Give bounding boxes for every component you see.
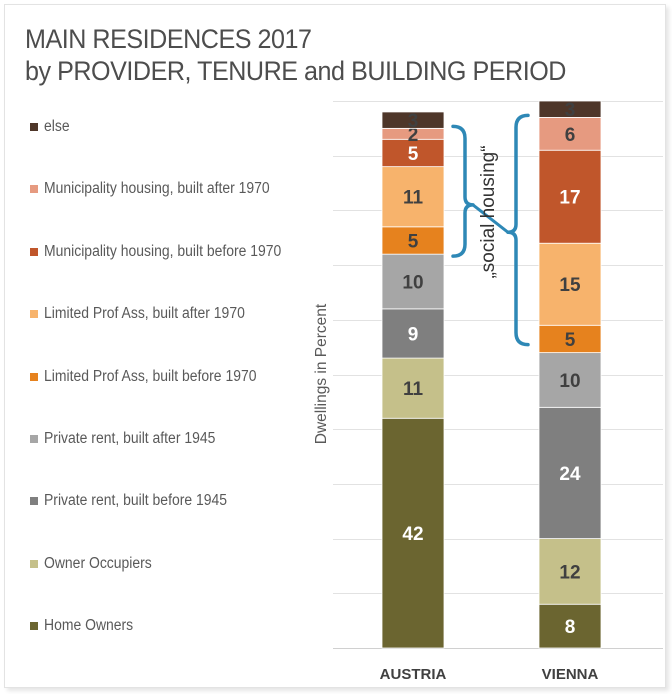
legend-swatch: [30, 372, 38, 381]
legend-label: Limited Prof Ass, built before 1970: [44, 367, 257, 385]
data-label: 10: [559, 371, 580, 392]
bar-segment-vienna-limited-prof-ass-built-before-1970: [538, 324, 602, 354]
bar-segment-austria-private-rent-built-before-1945: [381, 308, 445, 359]
legend-item: Private rent, built before 1945: [30, 492, 247, 510]
data-label: 11: [403, 188, 424, 209]
bar-segment-vienna-limited-prof-ass-built-after-1970: [538, 242, 602, 326]
bar-segment-austria-limited-prof-ass-built-after-1970: [381, 166, 445, 228]
data-label: 5: [408, 231, 419, 252]
bar-segment-vienna-home-owners: [538, 603, 602, 649]
data-label: 24: [559, 464, 581, 485]
bar-segment-vienna-private-rent-built-before-1945: [538, 406, 602, 540]
social-housing-annotation: „social housing“: [478, 145, 499, 278]
data-label: 17: [559, 188, 580, 209]
bar-segment-austria-limited-prof-ass-built-before-1970: [381, 226, 445, 255]
legend-swatch: [30, 435, 38, 443]
bar-segment-vienna-municipality-housing-built-after-1970: [538, 117, 602, 151]
legend-swatch: [30, 123, 38, 131]
legend-label: Municipality housing, built after 1970: [44, 180, 270, 198]
legend-swatch: [30, 622, 38, 631]
social-housing-bracket-vienna: [506, 113, 530, 347]
legend-swatch: [30, 497, 38, 506]
bar-segment-austria-owner-occupiers: [381, 357, 445, 419]
legend-swatch: [30, 185, 38, 194]
data-label: 5: [565, 330, 576, 351]
data-label: 6: [565, 125, 576, 146]
legend-label: Home Owners: [44, 617, 134, 635]
legend-label: Private rent, built after 1945: [44, 430, 216, 447]
chart-title: MAIN RESIDENCES 2017 by PROVIDER, TENURE…: [25, 23, 566, 87]
data-label: 11: [403, 379, 424, 400]
data-label: 5: [408, 144, 419, 165]
bar-segment-vienna-municipality-housing-built-before-1970: [538, 149, 602, 244]
chart-title-line-1: MAIN RESIDENCES 2017: [25, 24, 312, 54]
legend-swatch: [30, 559, 38, 568]
legend-item: Owner Occupiers: [30, 555, 164, 573]
bar-segment-vienna-private-rent-built-after-1945: [538, 352, 602, 408]
legend-item: Home Owners: [30, 617, 143, 635]
legend-label: Owner Occupiers: [44, 554, 152, 572]
legend-item: Private rent, built after 1945: [30, 430, 234, 448]
data-label: 3: [565, 100, 576, 121]
data-label: 42: [402, 524, 423, 545]
social-housing-bracket-austria: [451, 124, 475, 258]
data-label: 12: [559, 562, 580, 583]
social-housing-connector: [471, 203, 510, 234]
chart-subtitle: by PROVIDER, TENURE and BUILDING PERIOD: [25, 56, 566, 86]
legend-item: Municipality housing, built after 1970: [30, 180, 295, 198]
legend-item: Limited Prof Ass, built after 1970: [30, 305, 267, 323]
data-label: 2: [408, 125, 419, 146]
legend-item: Municipality housing, built before 1970: [30, 243, 308, 261]
bar-segment-vienna-else: [538, 100, 602, 118]
legend-swatch: [30, 310, 38, 319]
legend-label: Limited Prof Ass, built after 1970: [44, 305, 245, 323]
bar-segment-austria-else: [381, 111, 445, 129]
legend-label: Private rent, built before 1945: [44, 492, 228, 510]
data-label: 15: [559, 275, 581, 296]
x-tick-label: AUSTRIA: [380, 666, 447, 683]
bar-segment-vienna-owner-occupiers: [538, 538, 602, 605]
data-label: 10: [402, 273, 423, 294]
bar-segment-austria-home-owners: [381, 417, 445, 649]
bar-segment-austria-private-rent-built-after-1945: [381, 253, 445, 310]
legend-label: else: [44, 118, 70, 135]
legend-item: else: [30, 118, 72, 136]
data-label: 9: [408, 324, 419, 345]
data-label: 3: [408, 111, 419, 132]
y-axis-label-text: Dwellings in Percent: [313, 303, 330, 445]
legend-label: Municipality housing, built before 1970: [44, 242, 282, 260]
legend-swatch: [30, 247, 38, 256]
data-label: 8: [565, 617, 576, 638]
x-tick-label: VIENNA: [542, 666, 599, 683]
legend-item: Limited Prof Ass, built before 1970: [30, 368, 280, 386]
